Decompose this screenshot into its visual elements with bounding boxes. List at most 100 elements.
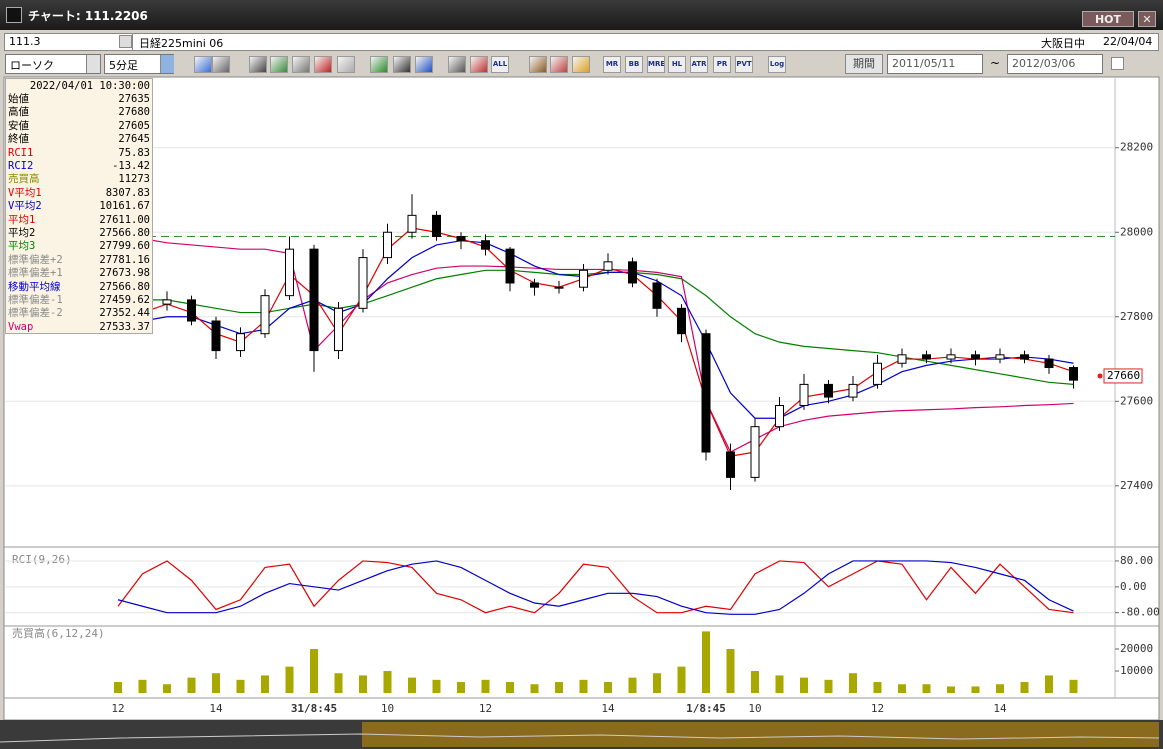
tool-icon[interactable] xyxy=(249,56,267,73)
volume-bar xyxy=(775,675,784,694)
tool-icon[interactable] xyxy=(270,56,288,73)
tool-icon[interactable] xyxy=(529,56,547,73)
volume-bar xyxy=(261,675,269,694)
tool-icon[interactable] xyxy=(194,56,212,73)
candle-body xyxy=(799,383,809,407)
candle-body xyxy=(1020,354,1029,360)
tool-button[interactable]: Log xyxy=(768,56,786,73)
candle-body xyxy=(260,295,270,335)
volume-bar xyxy=(702,631,710,694)
tool-button[interactable]: MRE xyxy=(647,56,665,73)
volume-bar xyxy=(359,675,367,694)
info-row: 標準偏差+2 27781.16 xyxy=(6,254,152,267)
volume-bar xyxy=(138,679,147,694)
last-price-dot xyxy=(1097,373,1103,379)
info-label: RCI2 xyxy=(8,160,34,172)
dropdown-arrow[interactable] xyxy=(119,35,132,48)
info-row: Vwap 27533.37 xyxy=(6,321,152,334)
info-row: V平均2 10161.67 xyxy=(6,200,152,213)
volume-bar xyxy=(457,682,465,694)
info-row: 始値 27635 xyxy=(6,93,152,106)
chart-kind-select[interactable]: ローソク xyxy=(5,54,101,74)
period-button[interactable]: 期間 xyxy=(845,54,883,74)
info-row: 売買高 11273 xyxy=(6,173,152,186)
tool-button[interactable]: ATR xyxy=(690,56,708,73)
candle-body xyxy=(334,307,343,352)
volume-bar xyxy=(383,671,392,694)
info-label: 標準偏差+2 xyxy=(8,253,63,266)
dropdown-arrow[interactable] xyxy=(86,55,100,73)
candle-body xyxy=(848,383,858,398)
candle-body xyxy=(897,354,907,364)
candle-body xyxy=(677,307,686,335)
volume-bar xyxy=(334,673,343,694)
tool-icon[interactable] xyxy=(337,56,355,73)
tool-button[interactable]: HL xyxy=(668,56,686,73)
indicator-line xyxy=(117,240,1074,419)
candle-body xyxy=(285,248,294,297)
to-date[interactable]: 2012/03/06 xyxy=(1007,54,1103,74)
range-separator: ~ xyxy=(990,56,1001,70)
tool-icon[interactable] xyxy=(370,56,388,73)
tool-icon[interactable] xyxy=(415,56,433,73)
tool-button[interactable]: PVT xyxy=(735,56,753,73)
info-label: 平均2 xyxy=(8,227,36,239)
dropdown-arrow[interactable] xyxy=(160,55,174,73)
volume-bar xyxy=(849,673,857,694)
tool-button[interactable]: BB xyxy=(625,56,643,73)
checkbox[interactable] xyxy=(1111,57,1124,70)
tool-icon[interactable] xyxy=(448,56,466,73)
tool-icon[interactable] xyxy=(470,56,488,73)
volume-bar xyxy=(1069,679,1078,694)
info-value: 27605 xyxy=(118,119,150,132)
volume-bar xyxy=(677,666,686,694)
candle-body xyxy=(1069,366,1078,381)
info-label: RCI1 xyxy=(8,146,34,159)
candle-body xyxy=(1044,358,1054,368)
tool-icon[interactable] xyxy=(212,56,230,73)
info-row: 標準偏差-2 27352.44 xyxy=(6,307,152,320)
plot-background xyxy=(3,76,1160,721)
tool-icon[interactable] xyxy=(314,56,332,73)
tool-button[interactable]: ALL xyxy=(491,56,509,73)
info-value: 8307.83 xyxy=(105,186,150,199)
volume-bar xyxy=(163,684,171,694)
tool-icon[interactable] xyxy=(550,56,568,73)
volume-bar xyxy=(726,649,735,694)
hot-button[interactable]: HOT xyxy=(1082,11,1134,27)
tool-button[interactable]: PR xyxy=(713,56,731,73)
info-panel: 2022/04/01 10:30:00 始値 27635 高値 27680 安値 2760… xyxy=(5,78,153,334)
info-row: 移動平均線 27566.80 xyxy=(6,281,152,294)
x-tick-label: 31/8:45 xyxy=(291,702,337,715)
scrollbar-thumb[interactable] xyxy=(362,722,1159,747)
candle-body xyxy=(505,248,515,284)
close-button[interactable]: ✕ xyxy=(1138,11,1156,27)
info-label: Vwap xyxy=(8,320,34,333)
last-price-tag xyxy=(1103,368,1143,384)
tool-icon[interactable] xyxy=(572,56,590,73)
tool-icon[interactable] xyxy=(393,56,411,73)
info-label: 標準偏差+1 xyxy=(8,267,63,280)
tool-button[interactable]: MR xyxy=(603,56,621,73)
rci-title: RCI(9,26) xyxy=(12,553,72,566)
candle-body xyxy=(309,248,319,352)
info-label: 移動平均線 xyxy=(8,280,61,293)
volume-bar xyxy=(628,677,637,694)
candle-body xyxy=(775,405,784,428)
volume-bar xyxy=(187,677,196,694)
app-icon xyxy=(6,7,22,23)
interval-select[interactable]: 5分足 xyxy=(104,54,174,74)
y-tick-label: 28000 xyxy=(1120,225,1153,238)
from-date[interactable]: 2011/05/11 xyxy=(887,54,983,74)
tool-icon[interactable] xyxy=(292,56,310,73)
title-bar: チャート: 111.2206 HOT ✕ xyxy=(0,0,1163,30)
y-tick-label: 27400 xyxy=(1120,479,1153,492)
info-label: 標準偏差-1 xyxy=(8,294,63,306)
candle-body xyxy=(358,257,368,309)
volume-bar xyxy=(653,673,661,694)
info-value: 27459.62 xyxy=(99,294,150,306)
volume-bar xyxy=(212,673,220,694)
symbol-code[interactable]: 111.3 xyxy=(5,34,133,50)
y-tick-label: 27600 xyxy=(1120,394,1153,407)
